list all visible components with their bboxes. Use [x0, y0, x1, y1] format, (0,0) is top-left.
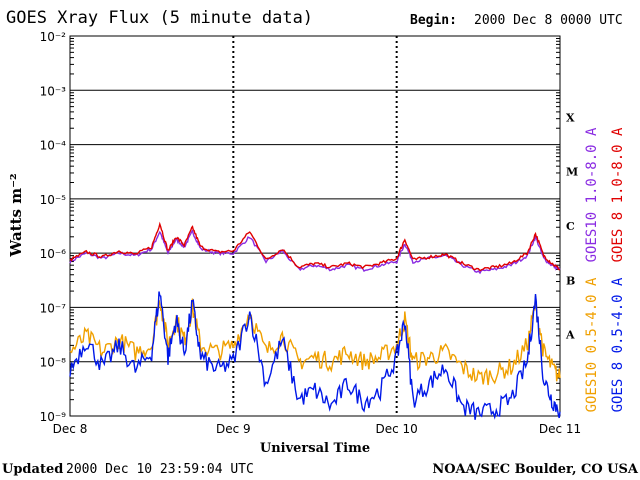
series-line	[69, 291, 561, 420]
legend: GOES10 1.0-8.0 A GOES 8 1.0-8.0 A GOES10 0…	[584, 127, 626, 412]
flare-class-label: B	[566, 274, 575, 287]
updated-label: Updated	[2, 462, 63, 477]
flare-class-label: A	[565, 329, 575, 342]
credit-text: NOAA/SEC Boulder, CO USA	[432, 462, 639, 477]
x-axis-label: Universal Time	[260, 441, 370, 456]
flare-class-labels: A B C M X	[565, 111, 578, 341]
y-tick-labels: 10⁻⁹ 10⁻⁸ 10⁻⁷ 10⁻⁶ 10⁻⁵ 10⁻⁴ 10⁻³ 10⁻²	[40, 30, 67, 424]
legend-entry: GOES10 0.5-4.0 A	[584, 277, 600, 412]
flare-class-label: M	[566, 166, 578, 179]
legend-entry: GOES10 1.0-8.0 A	[584, 127, 600, 262]
flare-class-label: X	[566, 111, 575, 124]
y-tick-label: 10⁻⁴	[40, 139, 67, 153]
y-tick-label: 10⁻⁶	[40, 247, 67, 261]
begin-label: Begin:	[410, 13, 457, 28]
y-tick-label: 10⁻³	[40, 84, 67, 98]
legend-entry: GOES 8 0.5-4.0 A	[610, 277, 626, 412]
plot-frame	[69, 35, 561, 417]
grid-layer	[70, 37, 560, 401]
y-tick-label: 10⁻⁸	[40, 356, 67, 370]
y-tick-label: 10⁻⁵	[40, 193, 67, 207]
x-tick-label: Dec 9	[216, 422, 251, 436]
x-tick-labels: Dec 8 Dec 9 Dec 10 Dec 11	[53, 422, 581, 436]
series-line	[69, 295, 561, 386]
x-tick-label: Dec 10	[376, 422, 418, 436]
y-tick-label: 10⁻⁹	[40, 410, 67, 424]
begin-value: 2000 Dec 8 0000 UTC	[474, 13, 623, 28]
chart-title: GOES Xray Flux (5 minute data)	[6, 8, 313, 28]
updated-value: 2000 Dec 10 23:59:04 UTC	[66, 462, 254, 477]
y-axis-label: Watts m⁻²	[7, 173, 25, 257]
flare-class-label: C	[566, 220, 575, 233]
y-tick-label: 10⁻²	[40, 30, 67, 44]
x-tick-label: Dec 11	[539, 422, 581, 436]
series-line	[69, 229, 561, 275]
y-tick-label: 10⁻⁷	[40, 301, 67, 315]
x-tick-label: Dec 8	[53, 422, 88, 436]
series-layer	[69, 221, 561, 420]
series-line	[69, 221, 561, 272]
legend-entry: GOES 8 1.0-8.0 A	[610, 127, 626, 262]
